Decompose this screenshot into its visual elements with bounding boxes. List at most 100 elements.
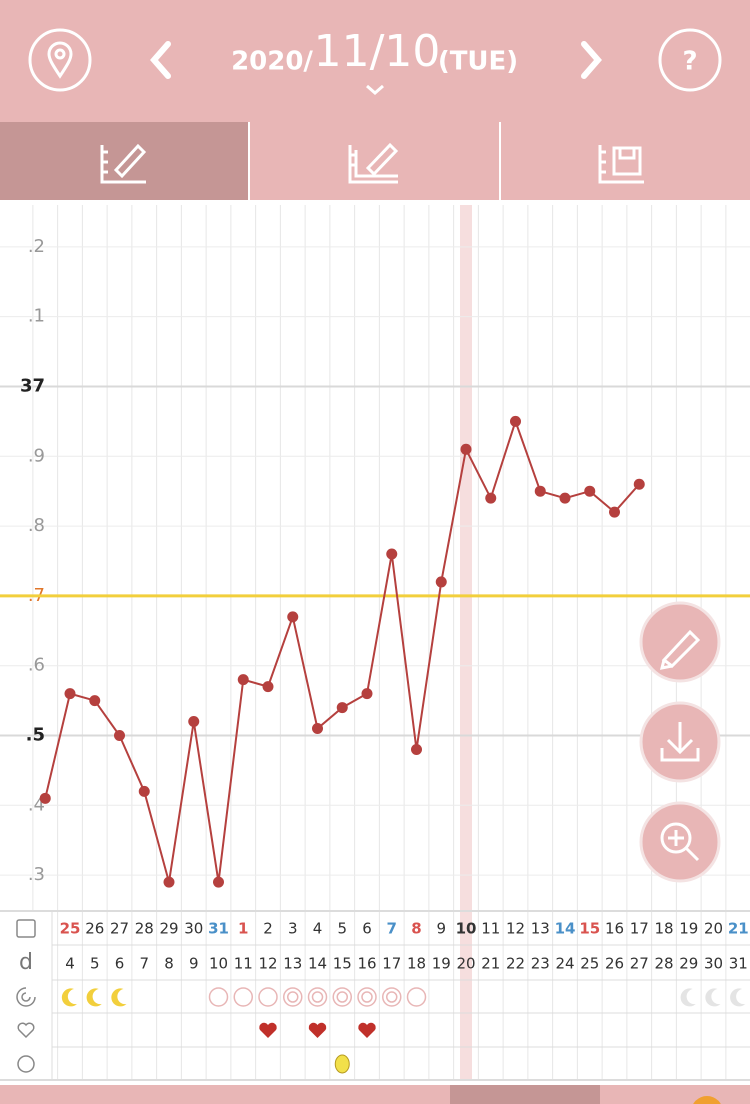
date-label: 28 (135, 920, 154, 938)
temperature-point (64, 688, 76, 700)
bottom-bar (0, 1085, 750, 1104)
date-label: 19 (679, 920, 698, 938)
svg-text:?: ? (682, 47, 697, 77)
date-label: 29 (159, 920, 178, 938)
cycle-day: 5 (90, 955, 100, 973)
temperature-point (534, 485, 546, 497)
header-weekday: (TUE) (438, 47, 518, 77)
moon-icon (61, 988, 77, 1007)
status-inner (386, 991, 398, 1003)
temperature-point (237, 674, 249, 686)
status-circle (233, 987, 253, 1007)
status-inner (336, 991, 348, 1003)
date-label: 18 (654, 920, 673, 938)
date-label: 27 (110, 920, 129, 938)
temperature-line (44, 418, 640, 883)
chart: .3.4.5.6.7.8.937.1.225426527628729830931… (0, 205, 750, 1081)
tab[interactable] (500, 122, 750, 200)
location-button[interactable] (28, 28, 92, 92)
temperature-point (114, 729, 125, 741)
status-circle (208, 987, 229, 1007)
temperature-point (89, 695, 101, 707)
temperature-point (39, 792, 51, 804)
date-label: 2 (263, 920, 273, 938)
cycle-day: 23 (531, 955, 550, 973)
date-label: 14 (555, 920, 576, 938)
cycle-day: 6 (115, 955, 125, 973)
date-label: 1 (238, 920, 248, 938)
notification-badge[interactable] (691, 1096, 723, 1104)
temperature-point (485, 492, 497, 504)
date-label: 20 (704, 920, 723, 938)
cycle-day: 27 (630, 955, 649, 973)
heart-icon (17, 1022, 35, 1039)
status-circle (258, 987, 278, 1007)
date-label: 3 (288, 920, 298, 938)
heart-mark (358, 1022, 376, 1038)
cycle-day: 20 (456, 955, 475, 973)
temperature-point (188, 716, 200, 728)
y-tick-label: .2 (28, 236, 45, 257)
cycle-day: 7 (139, 955, 149, 973)
date-label: 11 (481, 920, 500, 938)
status-circle (382, 987, 402, 1007)
temperature-point (163, 876, 175, 888)
date-label: 31 (208, 920, 229, 938)
moon-icon (111, 988, 127, 1007)
cycle-day: 12 (258, 955, 277, 973)
temperature-point (510, 415, 521, 427)
status-circle (307, 987, 328, 1007)
cycle-day: 13 (283, 955, 302, 973)
cycle-day: 22 (506, 955, 525, 973)
header-bar (0, 0, 750, 120)
cycle-day: 16 (357, 955, 376, 973)
y-tick-label: .6 (28, 655, 45, 676)
temperature-point (584, 485, 596, 497)
cycle-day: 19 (432, 955, 451, 973)
help-button[interactable]: ? (658, 28, 722, 92)
date-label: 5 (337, 920, 347, 938)
date-dropdown[interactable] (366, 84, 384, 95)
y-tick-label: .8 (28, 515, 45, 536)
selected-column (460, 205, 472, 1080)
date-label: 7 (387, 920, 397, 938)
y-tick-label: .3 (28, 864, 45, 885)
status-inner (311, 991, 324, 1003)
cycle-day: 11 (234, 955, 253, 973)
row-label: d (19, 950, 33, 975)
cycle-day: 15 (333, 955, 352, 973)
cycle-day: 26 (605, 955, 624, 973)
heart-mark (308, 1022, 327, 1038)
cycle-day: 24 (555, 955, 574, 973)
header-date[interactable]: 11/10 (314, 26, 441, 77)
moon-icon (730, 988, 746, 1007)
cycle-day: 17 (382, 955, 401, 973)
cycle-day: 21 (481, 955, 500, 973)
y-tick-label: .5 (26, 724, 45, 745)
prev-button[interactable] (150, 41, 171, 79)
moon-icon (705, 988, 721, 1007)
cycle-day: 18 (407, 955, 426, 973)
next-button[interactable] (581, 41, 602, 79)
zoom-button[interactable] (639, 801, 721, 883)
date-label: 4 (313, 920, 323, 938)
date-label: 6 (362, 920, 372, 938)
status-circle (332, 987, 352, 1007)
record-button[interactable] (639, 601, 721, 683)
cycle-day: 10 (209, 955, 228, 973)
temperature-point (411, 743, 422, 755)
egg-icon (334, 1054, 350, 1074)
date-label: 25 (60, 920, 81, 938)
status-inner (361, 991, 373, 1003)
table-area (0, 910, 750, 1082)
date-label: 17 (630, 920, 649, 938)
cycle-day: 30 (704, 955, 723, 973)
temperature-point (287, 611, 299, 623)
download-button[interactable] (639, 701, 721, 783)
bottom-bar-active[interactable] (450, 1085, 600, 1104)
status-circle (357, 987, 377, 1007)
mood-icon (17, 1055, 35, 1073)
target-icon (16, 987, 36, 1007)
cycle-day: 9 (189, 955, 199, 973)
date-label: 16 (605, 920, 624, 938)
